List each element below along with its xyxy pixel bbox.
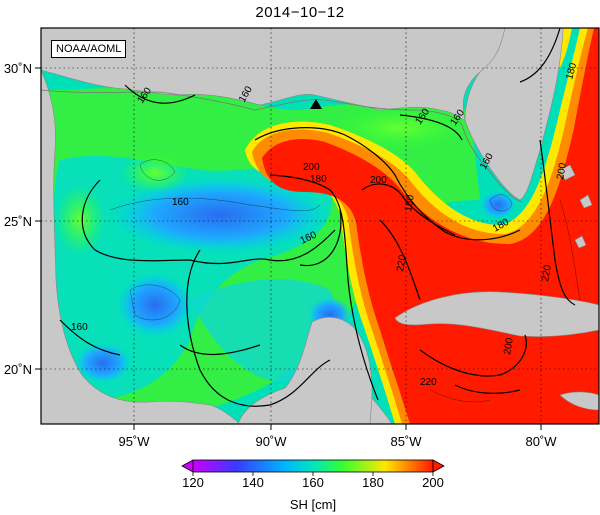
contour-label: 180 <box>310 174 327 185</box>
lat-tick-label: 30˚N <box>4 61 32 76</box>
lon-tick-label: 85˚W <box>390 434 422 449</box>
lat-tick-label: 20˚N <box>4 362 32 377</box>
contour-label: 180 <box>564 61 579 80</box>
lon-tick-label: 90˚W <box>255 434 287 449</box>
colorbar: 120 140 160 180 200 SH [cm] <box>181 459 445 512</box>
colorbar-tick: 200 <box>422 475 444 490</box>
contour-label: 200 <box>502 337 516 356</box>
contour-label: 180 <box>403 194 417 213</box>
contour-label: 200 <box>303 162 320 173</box>
contour-label: 160 <box>71 322 88 333</box>
axis-ticks <box>35 67 542 430</box>
contour-label: 200 <box>555 162 569 181</box>
colorbar-low-arrow <box>181 459 194 473</box>
lon-tick-label: 80˚W <box>525 434 557 449</box>
colorbar-label: SH [cm] <box>290 497 336 512</box>
lat-tick-label: 25˚N <box>4 214 32 229</box>
colorbar-bar <box>192 459 434 473</box>
colorbar-tick: 180 <box>362 475 384 490</box>
contour-label: 200 <box>370 175 387 186</box>
page-title: 2014−10−12 <box>255 4 345 21</box>
contour-label: 220 <box>395 254 409 273</box>
colorbar-high-arrow <box>432 459 445 473</box>
map-border <box>40 27 600 425</box>
colorbar-tick: 160 <box>302 475 324 490</box>
colorbar-tick: 120 <box>182 475 204 490</box>
lon-tick-label: 95˚W <box>118 434 150 449</box>
contour-lines <box>59 28 576 407</box>
buoy-marker-icon <box>310 99 322 109</box>
contour-label: 160 <box>172 197 189 208</box>
colorbar-tick: 140 <box>242 475 264 490</box>
graticule <box>41 28 599 424</box>
contour-label: 220 <box>540 264 554 283</box>
credit-label: NOAA/AOML <box>51 40 127 58</box>
land-layer <box>40 27 600 425</box>
contour-label: 220 <box>420 377 437 388</box>
